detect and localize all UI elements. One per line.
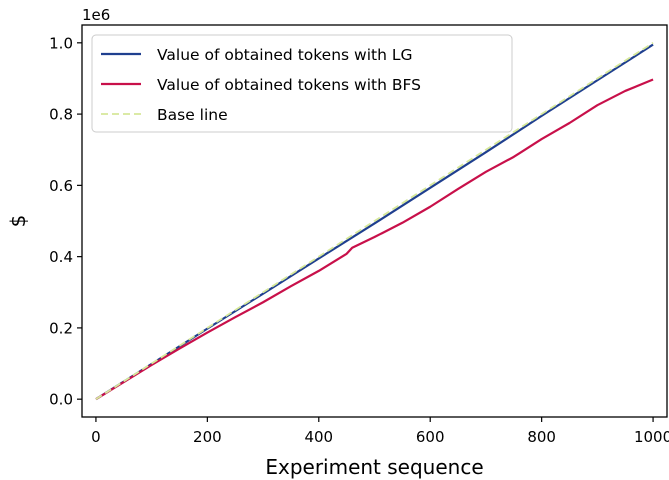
y-tick-label: 0.4 (49, 248, 73, 266)
x-tick-label: 600 (416, 428, 445, 446)
series-line-1 (95, 43, 654, 401)
x-axis: 0 200 400 600 800 1000 (91, 417, 669, 446)
y-tick-label: 0.8 (49, 106, 73, 124)
plot-lines (95, 42, 654, 401)
y-tick-label: 0.6 (49, 177, 73, 195)
series-line-3 (95, 42, 654, 400)
y-tick-label: 1.0 (49, 34, 73, 52)
legend-box (91, 34, 513, 133)
x-tick-label: 1000 (634, 428, 669, 446)
x-tick-label: 800 (527, 428, 556, 446)
plot-frame (81, 24, 668, 418)
x-tick-label: 0 (91, 428, 101, 446)
legend-label-3: Base line (157, 106, 228, 124)
legend-label-1: Value of obtained tokens with LG (157, 46, 413, 64)
x-tick-label: 200 (193, 428, 222, 446)
y-axis-offset-text: 1e6 (82, 6, 110, 24)
y-tick-label: 0.0 (49, 391, 73, 409)
series-line-2 (95, 78, 654, 401)
y-axis-label: $ (6, 215, 30, 228)
x-axis-label: Experiment sequence (265, 455, 483, 479)
x-tick-label: 400 (304, 428, 333, 446)
legend: Value of obtained tokens with LG Value of… (91, 34, 513, 133)
y-axis: 0.0 0.2 0.4 0.6 0.8 1.0 (49, 34, 82, 409)
legend-label-2: Value of obtained tokens with BFS (157, 76, 421, 94)
y-tick-label: 0.2 (49, 319, 73, 337)
